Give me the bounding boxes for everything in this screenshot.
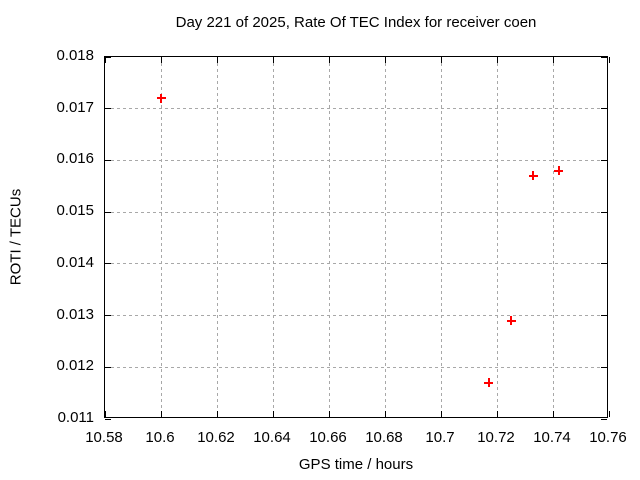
x-tick-label: 10.6 — [145, 429, 175, 446]
y-tick-mark — [105, 108, 111, 110]
x-tick-label: 10.62 — [197, 429, 235, 446]
x-tick-mark — [552, 411, 554, 417]
marker-vertical-bar — [160, 93, 162, 103]
x-gridline — [160, 57, 162, 417]
y-tick-mark — [105, 211, 111, 213]
y-tick-label: 0.014 — [56, 253, 94, 271]
x-tick-mark — [272, 57, 274, 63]
x-tick-mark — [384, 411, 386, 417]
x-tick-mark — [272, 411, 274, 417]
y-tick-mark — [601, 56, 607, 58]
x-tick-mark — [440, 411, 442, 417]
plot-area — [104, 56, 610, 420]
y-tick-mark — [601, 108, 607, 110]
y-gridline — [105, 159, 607, 161]
x-tick-mark — [328, 411, 330, 417]
x-tick-mark — [216, 411, 218, 417]
y-tick-label: 0.012 — [56, 357, 94, 375]
x-gridline — [440, 57, 442, 417]
chart-title: Day 221 of 2025, Rate Of TEC Index for r… — [175, 14, 537, 31]
x-gridline — [552, 57, 554, 417]
x-tick-label: 10.58 — [85, 429, 123, 446]
y-tick-label: 0.016 — [56, 150, 94, 168]
y-gridline — [105, 211, 607, 213]
marker-vertical-bar — [510, 316, 512, 326]
y-gridline — [105, 315, 607, 317]
y-tick-mark — [601, 418, 607, 420]
y-gridline — [105, 366, 607, 368]
x-tick-mark — [104, 411, 106, 417]
x-tick-mark — [384, 57, 386, 63]
data-point-marker — [528, 171, 538, 181]
x-tick-mark — [160, 57, 162, 63]
x-tick-mark — [496, 57, 498, 63]
y-tick-mark — [601, 315, 607, 317]
x-tick-label: 10.66 — [309, 429, 347, 446]
y-tick-label: 0.015 — [56, 202, 94, 220]
x-gridline — [328, 57, 330, 417]
data-point-marker — [484, 378, 494, 388]
marker-vertical-bar — [532, 171, 535, 181]
y-tick-label: 0.018 — [56, 47, 94, 64]
x-tick-label: 10.74 — [533, 429, 571, 446]
y-tick-label: 0.011 — [57, 409, 94, 426]
y-tick-mark — [105, 366, 111, 368]
y-tick-mark — [105, 56, 111, 58]
x-axis-title: GPS time / hours — [298, 456, 414, 473]
x-gridline — [496, 57, 498, 417]
y-tick-mark — [601, 159, 607, 161]
x-tick-mark — [328, 57, 330, 63]
x-tick-label: 10.7 — [425, 429, 455, 446]
x-tick-mark — [608, 57, 610, 63]
x-gridline — [216, 57, 218, 417]
y-tick-mark — [105, 418, 111, 420]
y-gridline — [105, 263, 607, 265]
x-tick-mark — [552, 57, 554, 63]
y-tick-label: 0.017 — [56, 98, 94, 116]
x-tick-mark — [608, 411, 610, 417]
x-tick-label: 10.76 — [589, 429, 627, 446]
x-gridline — [272, 57, 274, 417]
x-tick-label: 10.64 — [253, 429, 291, 446]
x-tick-label: 10.68 — [365, 429, 403, 446]
x-gridline — [384, 57, 386, 417]
y-tick-mark — [601, 263, 607, 265]
y-gridline — [105, 108, 607, 110]
y-tick-mark — [601, 366, 607, 368]
y-tick-mark — [105, 315, 111, 317]
data-point-marker — [156, 93, 166, 103]
x-tick-mark — [496, 411, 498, 417]
x-tick-label: 10.72 — [477, 429, 515, 446]
y-tick-mark — [105, 159, 111, 161]
y-tick-mark — [105, 263, 111, 265]
x-tick-mark — [104, 57, 106, 63]
x-tick-mark — [160, 411, 162, 417]
data-point-marker — [554, 166, 564, 176]
marker-vertical-bar — [487, 378, 490, 388]
y-tick-mark — [601, 211, 607, 213]
data-point-marker — [506, 316, 516, 326]
x-tick-mark — [440, 57, 442, 63]
y-tick-label: 0.013 — [56, 305, 94, 323]
marker-vertical-bar — [557, 166, 560, 176]
x-tick-mark — [216, 57, 218, 63]
